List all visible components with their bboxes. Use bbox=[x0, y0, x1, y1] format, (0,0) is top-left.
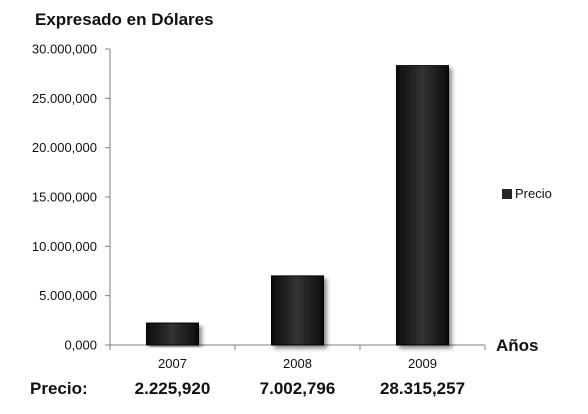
y-tick-label: 15.000,000 bbox=[32, 190, 97, 205]
y-tick-label: 0,000 bbox=[64, 338, 97, 353]
x-axis: 2007 2008 2009 bbox=[109, 344, 486, 371]
x-tick-label-2007: 2007 bbox=[158, 356, 187, 371]
bar-2009 bbox=[396, 65, 449, 346]
y-axis: 0,000 5.000,000 10.000,000 15.000,000 20.000… bbox=[32, 42, 111, 353]
bar-2007 bbox=[146, 322, 199, 346]
legend: Precio bbox=[502, 186, 552, 201]
y-tick-label: 25.000,000 bbox=[32, 91, 97, 106]
x-axis-label: Años bbox=[496, 336, 539, 355]
value-table-cell-2009: 28.315,257 bbox=[380, 379, 465, 398]
value-table-label: Precio: bbox=[30, 379, 88, 398]
value-table: Precio: 2.225,920 7.002,796 28.315,257 bbox=[30, 379, 465, 398]
x-tick-label-2008: 2008 bbox=[283, 356, 312, 371]
x-tick-label-2009: 2009 bbox=[408, 356, 437, 371]
value-table-cell-2007: 2.225,920 bbox=[135, 379, 211, 398]
legend-label-precio: Precio bbox=[515, 186, 552, 201]
bar-2008 bbox=[271, 275, 324, 346]
chart-title: Expresado en Dólares bbox=[35, 10, 214, 29]
legend-swatch bbox=[502, 189, 512, 199]
value-table-cell-2008: 7.002,796 bbox=[260, 379, 336, 398]
y-tick-label: 30.000,000 bbox=[32, 42, 97, 57]
bars bbox=[146, 65, 449, 346]
y-tick-label: 5.000,000 bbox=[39, 288, 97, 303]
y-tick-label: 20.000,000 bbox=[32, 140, 97, 155]
y-tick-label: 10.000,000 bbox=[32, 239, 97, 254]
